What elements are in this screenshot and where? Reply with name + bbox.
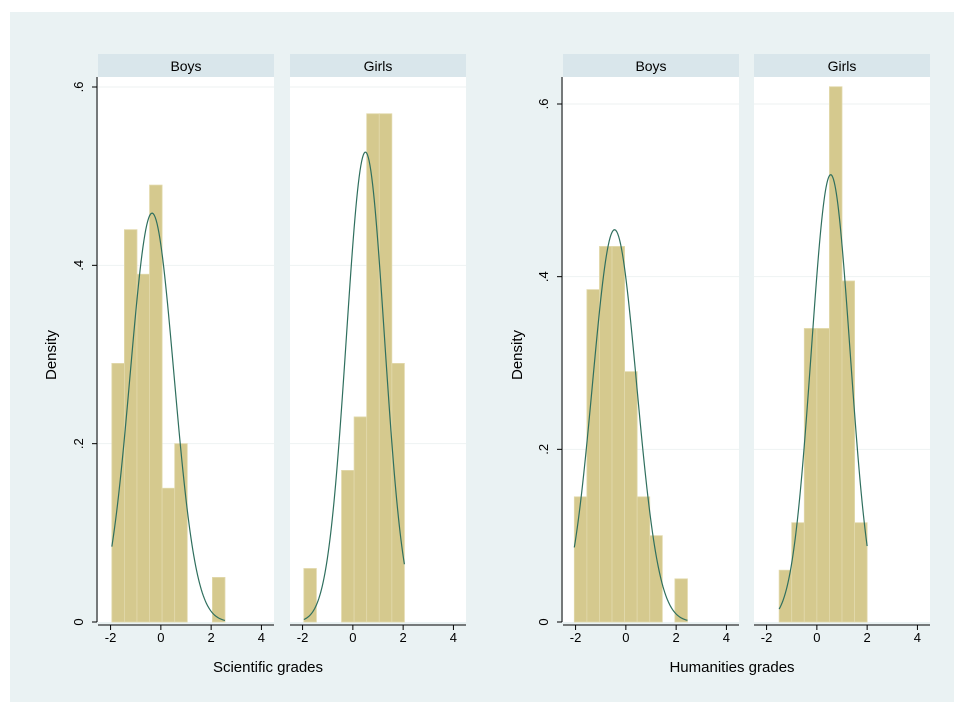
- y-tick-label: .2: [71, 438, 86, 449]
- y-tick-label: .2: [536, 444, 551, 455]
- x-tick-label: -2: [105, 630, 117, 645]
- y-axis-title: Density: [43, 329, 60, 380]
- chart-2: Boys -2 0 2 4 Girls -2 0 2 4 0 .2 .4 .6 Humanities gra…: [509, 54, 930, 676]
- histogram-bar: [829, 86, 843, 623]
- x-tick-label: 2: [208, 630, 215, 645]
- x-tick-label: 2: [400, 630, 407, 645]
- histogram-bar: [778, 569, 793, 623]
- panel-girls: Girls -2 0 2 4: [290, 54, 466, 645]
- y-axis-title: Density: [509, 329, 526, 380]
- x-tick-label: -2: [297, 630, 309, 645]
- histogram-bar: [136, 273, 150, 623]
- histogram-bar: [161, 487, 176, 623]
- panel-boys: Boys -2 0 2 4: [563, 54, 739, 645]
- histogram-bar: [303, 568, 317, 623]
- panel-title: Boys: [170, 58, 201, 74]
- panel-boys: Boys -2 0 2 4: [98, 54, 274, 645]
- normal-density-curve: [573, 229, 688, 621]
- x-axis-title: Scientific grades: [213, 659, 323, 676]
- y-tick-label: .6: [71, 82, 86, 93]
- histogram-bar: [174, 443, 188, 623]
- x-tick-label: 4: [450, 630, 457, 645]
- histogram-bar: [854, 522, 868, 623]
- histogram-bar: [611, 246, 625, 623]
- histogram-bar: [649, 535, 663, 623]
- x-tick-label: 0: [622, 630, 629, 645]
- y-tick-label: .4: [71, 260, 86, 271]
- panel-title: Girls: [828, 58, 857, 74]
- x-tick-label: 4: [258, 630, 265, 645]
- histogram-bar: [624, 371, 638, 623]
- histogram-bar: [599, 246, 613, 623]
- histogram-bar: [124, 229, 138, 623]
- panel-header: [98, 54, 274, 77]
- panel-title: Girls: [364, 58, 393, 74]
- x-tick-label: 0: [157, 630, 164, 645]
- normal-density-curve: [111, 212, 226, 622]
- histogram-bar: [586, 289, 600, 623]
- y-tick-label: 0: [71, 618, 86, 625]
- panel-title: Boys: [635, 58, 666, 74]
- histogram-bar: [149, 184, 163, 623]
- histogram-bar: [211, 577, 226, 623]
- x-axis-title: Humanities grades: [669, 659, 794, 676]
- histogram-bar: [573, 496, 588, 623]
- panel-header: [563, 54, 739, 77]
- x-tick-label: -2: [570, 630, 582, 645]
- x-tick-label: 0: [813, 630, 820, 645]
- x-tick-label: 2: [864, 630, 871, 645]
- histogram-bar: [353, 416, 368, 623]
- x-tick-label: 0: [349, 630, 356, 645]
- normal-density-curve: [303, 151, 405, 621]
- panel-header: [754, 54, 930, 77]
- x-tick-label: -2: [761, 630, 773, 645]
- x-tick-label: 2: [673, 630, 680, 645]
- x-tick-label: 4: [723, 630, 730, 645]
- y-tick-label: .6: [536, 99, 551, 110]
- chart-1: Boys -2 0 2 4 Girls -2 0 2 4 0 .2 .4 .6 Scientific gra…: [43, 54, 466, 676]
- histogram-bar: [816, 328, 830, 623]
- histogram-bar: [803, 328, 818, 623]
- histogram-bar: [111, 363, 125, 623]
- y-tick-label: 0: [536, 618, 551, 625]
- y-tick-label: .4: [536, 271, 551, 282]
- histogram-bar: [636, 496, 651, 623]
- histogram-bar: [391, 363, 405, 623]
- panel-girls: Girls -2 0 2 4: [754, 54, 930, 645]
- histogram-bar: [378, 113, 393, 623]
- histogram-bar: [341, 470, 355, 623]
- panel-header: [290, 54, 466, 77]
- normal-density-curve: [778, 174, 868, 610]
- histogram-bar: [674, 578, 688, 623]
- x-tick-label: 4: [914, 630, 921, 645]
- histogram-bar: [791, 522, 805, 623]
